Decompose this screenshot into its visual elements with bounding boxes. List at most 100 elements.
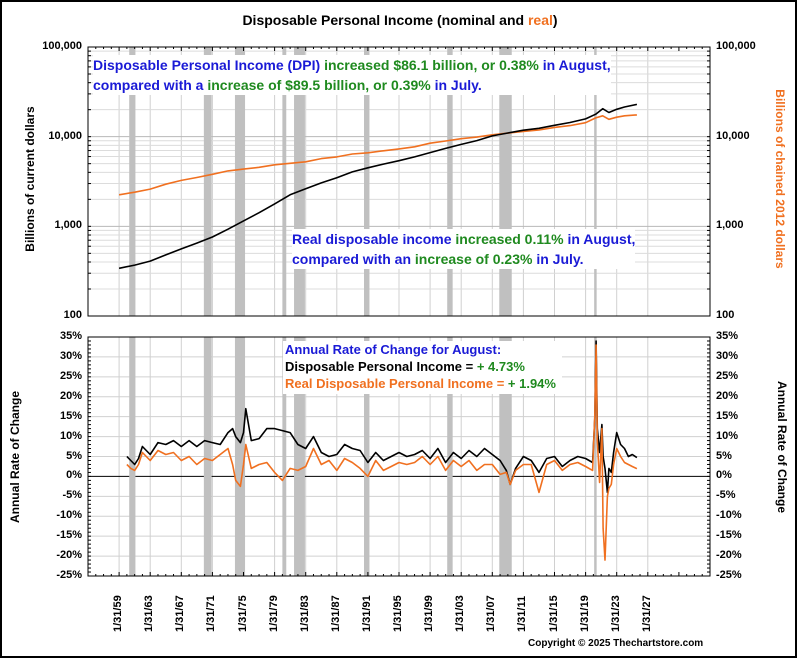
title-part-close: ): [552, 12, 558, 28]
line-real-dpi-level: [118, 114, 637, 196]
x-tick-label: 1/31/99: [423, 595, 436, 632]
x-tick-label: 1/31/11: [516, 595, 529, 632]
line-real-dpi-change: [126, 344, 638, 561]
recession-bar-upper: [364, 47, 370, 316]
rate-annotation-line-nominal: Disposable Personal Income = + 4.73%: [285, 358, 556, 375]
x-tick-label: 1/31/71: [205, 595, 218, 632]
lower-y-tick-label-left: 35%: [59, 330, 82, 342]
annotation-text: in August,: [563, 231, 636, 247]
x-tick-label: 1/31/95: [392, 595, 404, 632]
lower-y-tick-label-left: -5%: [62, 489, 82, 502]
recession-bar-upper: [234, 47, 246, 316]
x-tick-label: 1/31/59: [112, 595, 125, 632]
x-tick-label: 1/31/03: [454, 595, 467, 632]
chart-title: Disposable Personal Income (nominal and …: [0, 12, 800, 28]
annotation-text: in July.: [532, 251, 584, 267]
annotation-value: + 4.73%: [476, 359, 525, 374]
lower-y-tick-label-left: 0%: [66, 469, 82, 482]
lower-y-tick-label-left: 20%: [59, 389, 82, 402]
annotation-text: compared with a: [93, 77, 208, 93]
annotation-text: Real Disposable Personal Income =: [285, 376, 508, 391]
lower-y-tick-label-right: -25%: [716, 569, 742, 581]
x-tick-label: 1/31/15: [547, 595, 560, 632]
annotation-text: in August,: [538, 57, 611, 73]
upper-y-tick-label-left: 10,000: [48, 129, 82, 142]
dpi-annotation: Disposable Personal Income (DPI) increas…: [93, 55, 611, 95]
annotation-text: in July.: [430, 77, 482, 93]
lower-y-tick-label-right: 15%: [716, 409, 739, 422]
recession-bar-lower: [234, 337, 246, 576]
annotation-text: compared with an: [292, 251, 415, 267]
upper-y-tick-label-right: 10,000: [716, 129, 750, 142]
recession-bar-upper: [594, 47, 597, 316]
lower-y-tick-label-left: -10%: [56, 509, 82, 522]
upper-y-tick-label-left: 1,000: [54, 219, 82, 232]
lower-y-tick-label-right: 0%: [716, 469, 732, 482]
rate-annotation-line-real: Real Disposable Personal Income = + 1.94…: [285, 375, 556, 392]
recession-bar-upper: [294, 47, 305, 316]
lower-y-tick-label-right: -5%: [716, 489, 736, 502]
upper-y-axis-label-left: Billions of current dollars: [23, 106, 37, 252]
x-tick-label: 1/31/75: [236, 595, 249, 632]
lower-y-tick-label-right: 10%: [716, 429, 739, 442]
real-annotation-line-2: compared with an increase of 0.23% in Ju…: [292, 249, 635, 269]
annotation-text: Real disposable income: [292, 231, 456, 247]
lower-y-tick-label-right: -15%: [716, 529, 742, 542]
lower-y-tick-label-left: 30%: [59, 349, 82, 362]
annotation-highlight: increased $86.1 billion, or 0.38%: [324, 57, 539, 73]
lower-y-axis-label-left: Annual Rate of Change: [8, 391, 22, 524]
x-tick-label: 1/31/07: [485, 595, 498, 632]
recession-bar-lower: [129, 337, 136, 576]
x-tick-label: 1/31/63: [143, 595, 156, 632]
lower-y-tick-label-left: -20%: [56, 549, 82, 562]
lower-y-tick-label-left: 15%: [59, 409, 82, 422]
line-nominal-dpi-level: [118, 103, 638, 270]
recession-bar-lower: [282, 337, 287, 576]
real-annotation: Real disposable income increased 0.11% i…: [292, 229, 636, 269]
lower-y-tick-label-right: 35%: [716, 330, 739, 342]
lower-y-tick-label-left: 25%: [59, 369, 82, 382]
upper-y-tick-label-right: 100: [716, 309, 735, 321]
lower-y-tick-label-left: 5%: [66, 449, 82, 462]
x-tick-label: 1/31/27: [640, 595, 653, 632]
annotation-highlight: increase of 0.23%: [414, 251, 533, 267]
x-tick-label: 1/31/87: [329, 595, 342, 632]
title-part-real: real: [527, 12, 553, 28]
title-part-main: Disposable Personal Income (nominal and: [242, 12, 528, 28]
upper-y-tick-label-left: 100: [63, 309, 82, 321]
lower-y-tick-label-right: 30%: [716, 349, 739, 362]
recession-bar-lower: [499, 337, 512, 576]
annotation-text: Disposable Personal Income (DPI): [93, 57, 325, 73]
lower-y-tick-label-left: -25%: [56, 569, 82, 581]
copyright: Copyright © 2025 Thechartstore.com: [528, 638, 704, 649]
upper-y-axis-label-right: Billions of chained 2012 dollars: [773, 89, 787, 269]
recession-bar-upper: [129, 47, 136, 316]
rate-annotation-title: Annual Rate of Change for August:: [285, 342, 502, 357]
lower-y-tick-label-right: 5%: [716, 449, 732, 462]
recession-bar-lower: [294, 337, 305, 576]
lower-y-tick-label-right: -10%: [716, 509, 742, 522]
lower-y-tick-label-right: 20%: [716, 389, 739, 402]
lower-y-axis-label-right: Annual Rate of Change: [775, 380, 789, 513]
upper-y-tick-label-right: 100,000: [716, 40, 756, 52]
x-tick-label: 1/31/19: [578, 595, 591, 632]
x-tick-label: 1/31/91: [360, 595, 373, 632]
recession-bar-lower: [594, 337, 597, 576]
x-tick-label: 1/31/67: [174, 595, 187, 632]
x-tick-label: 1/31/79: [267, 595, 280, 632]
real-annotation-line-1: Real disposable income increased 0.11% i…: [292, 229, 635, 249]
rate-annotation: Annual Rate of Change for August: Dispos…: [283, 341, 562, 394]
upper-y-tick-label-left: 100,000: [42, 40, 82, 52]
recession-bar-lower: [203, 337, 212, 576]
dpi-annotation-line-1: Disposable Personal Income (DPI) increas…: [93, 55, 611, 75]
recession-bar-upper: [447, 47, 453, 316]
lower-y-tick-label-right: -20%: [716, 549, 742, 562]
dpi-annotation-line-2: compared with a increase of $89.5 billio…: [93, 75, 611, 95]
annotation-value: + 1.94%: [507, 376, 556, 391]
upper-y-tick-label-right: 1,000: [716, 219, 744, 232]
annotation-highlight: increased 0.11%: [455, 231, 564, 247]
lower-y-tick-label-left: 10%: [59, 429, 82, 442]
recession-bar-lower: [364, 337, 370, 576]
x-tick-label: 1/31/23: [609, 595, 622, 632]
